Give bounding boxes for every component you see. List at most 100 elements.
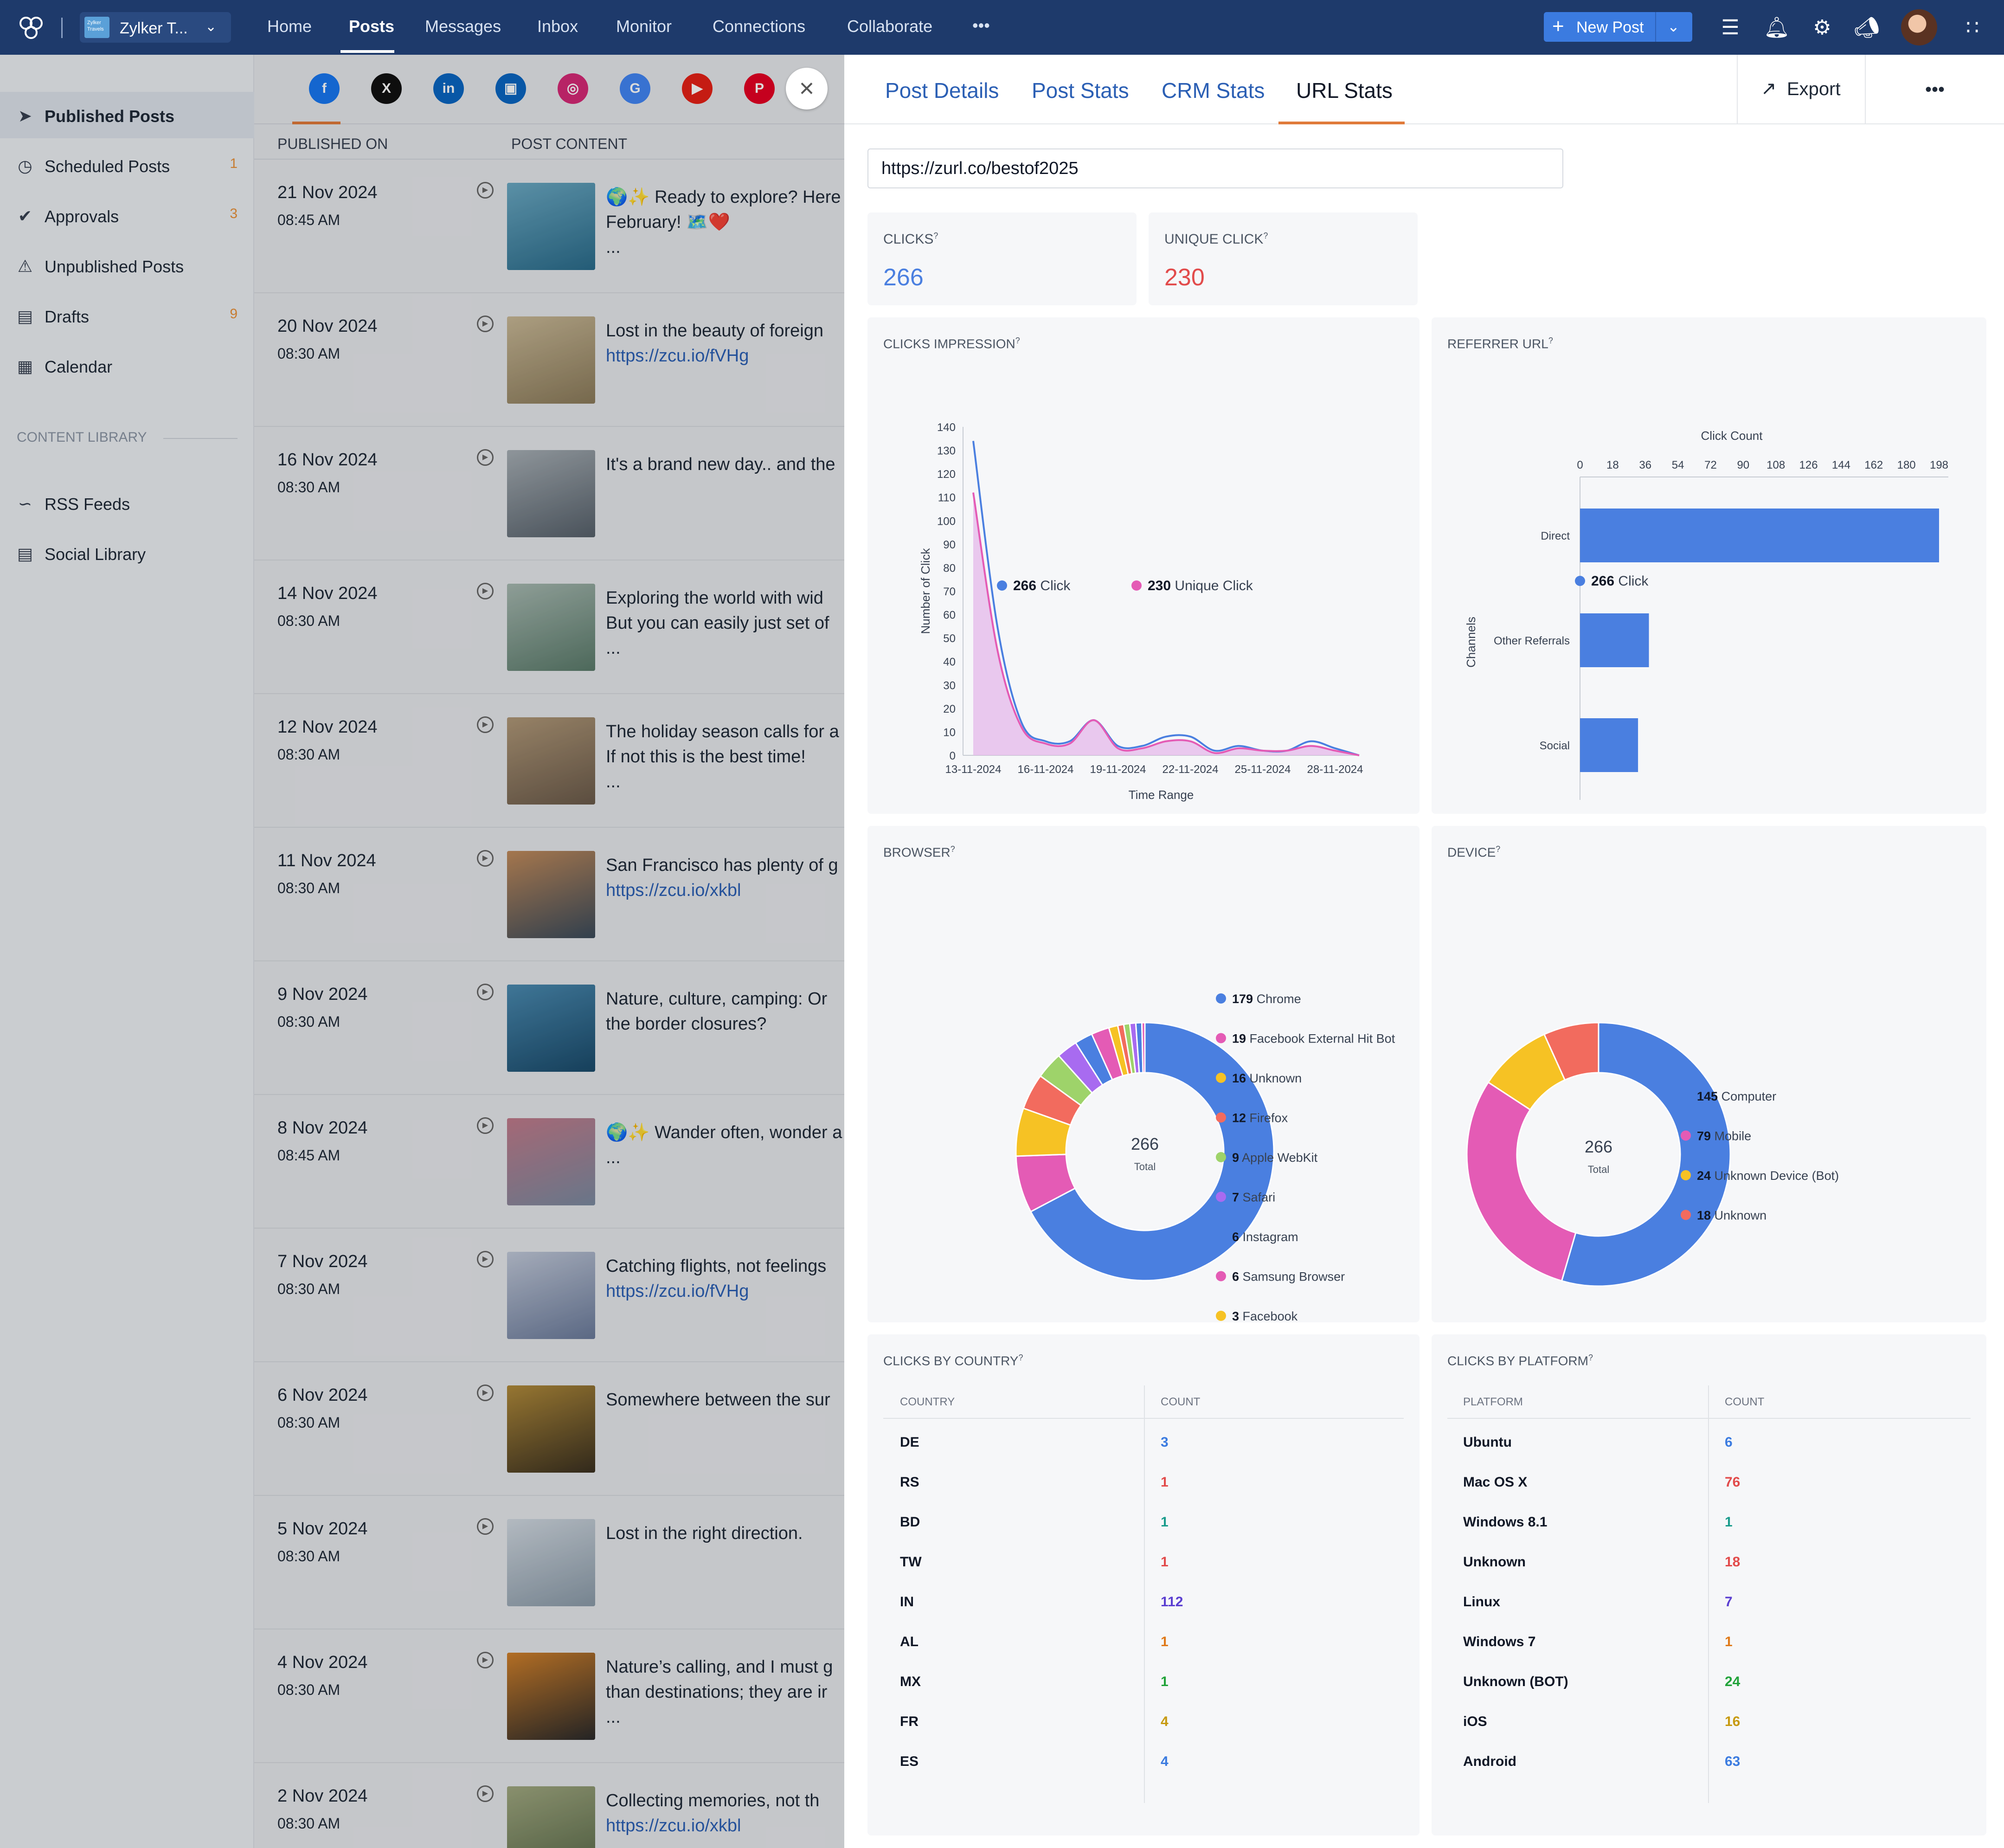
post-content[interactable]: Exploring the world with wid But you can … — [606, 586, 844, 669]
legend-entry[interactable]: 230 Unique Click — [1148, 578, 1253, 593]
menu-lines-icon[interactable]: ☰ — [1721, 16, 1740, 39]
post-thumbnail[interactable] — [507, 717, 595, 805]
post-thumbnail[interactable] — [507, 450, 595, 537]
chevron-down-icon[interactable]: ⌄ — [1667, 18, 1680, 35]
help-icon[interactable]: ? — [1588, 1353, 1593, 1362]
post-content[interactable]: Somewhere between the sur — [606, 1387, 844, 1471]
overlay-backdrop[interactable] — [0, 55, 844, 1848]
post-thumbnail[interactable] — [507, 584, 595, 671]
table-row[interactable]: 20 Nov 2024 08:30 AM ▶ Lost in the beauty o… — [254, 293, 844, 427]
table-row[interactable]: 6 Nov 2024 08:30 AM ▶ Somewhere between the… — [254, 1362, 844, 1496]
play-icon[interactable]: ▶ — [477, 850, 494, 867]
close-icon[interactable]: × — [786, 68, 828, 109]
play-icon[interactable]: ▶ — [477, 984, 494, 1000]
post-thumbnail[interactable] — [507, 851, 595, 938]
post-content[interactable]: Lost in the beauty of foreign https://zcu… — [606, 318, 844, 402]
play-icon[interactable]: ▶ — [477, 1785, 494, 1802]
post-content[interactable]: 🌍✨ Wander often, wonder a... — [606, 1120, 844, 1204]
play-icon[interactable]: ▶ — [477, 1117, 494, 1134]
pinterest-channel-icon[interactable]: P — [744, 73, 775, 104]
post-thumbnail[interactable] — [507, 183, 595, 270]
legend-entry[interactable]: 79 Mobile — [1697, 1129, 1751, 1143]
post-thumbnail[interactable] — [507, 1118, 595, 1205]
help-icon[interactable]: ? — [1018, 1353, 1023, 1362]
nav-posts[interactable]: Posts — [349, 17, 395, 36]
help-icon[interactable]: ? — [1496, 844, 1501, 854]
play-icon[interactable]: ▶ — [477, 1251, 494, 1268]
help-icon[interactable]: ? — [1263, 231, 1268, 240]
legend-entry[interactable]: 3 Facebook — [1232, 1309, 1298, 1322]
table-row[interactable]: 11 Nov 2024 08:30 AM ▶ San Francisco has pl… — [254, 828, 844, 961]
help-icon[interactable]: ? — [933, 231, 938, 240]
post-thumbnail[interactable] — [507, 316, 595, 404]
bell-icon[interactable]: 🔔︎ — [1764, 16, 1790, 39]
sidebar-item-scheduled-posts[interactable]: ◷ Scheduled Posts 1 — [0, 142, 254, 188]
legend-entry[interactable]: 12 Firefox — [1232, 1111, 1288, 1125]
post-link[interactable]: https://zcu.io/xkbl — [606, 881, 741, 900]
more-options-icon[interactable]: ••• — [1865, 55, 2004, 124]
avatar[interactable] — [1901, 9, 1937, 45]
youtube-channel-icon[interactable]: ▶ — [682, 73, 713, 104]
nav-inbox[interactable]: Inbox — [537, 17, 578, 36]
nav-connections[interactable]: Connections — [713, 17, 806, 36]
donut-slice[interactable] — [1561, 1022, 1731, 1287]
bar[interactable] — [1580, 613, 1649, 667]
legend-entry[interactable]: 9 Apple WebKit — [1232, 1151, 1318, 1165]
bar[interactable] — [1580, 718, 1638, 772]
legend-entry[interactable]: 266 Click — [1591, 573, 1649, 589]
sidebar-item-social-library[interactable]: ▤ Social Library — [0, 530, 254, 576]
post-content[interactable]: Nature, culture, camping: Or the border c… — [606, 986, 844, 1070]
nav-messages[interactable]: Messages — [425, 17, 501, 36]
play-icon[interactable]: ▶ — [477, 182, 494, 199]
donut-slice[interactable] — [1543, 1022, 1599, 1081]
linkedin-page-channel-icon[interactable]: ▣ — [495, 73, 526, 104]
sidebar-item-approvals[interactable]: ✔ Approvals 3 — [0, 192, 254, 238]
play-icon[interactable]: ▶ — [477, 1384, 494, 1401]
help-icon[interactable]: ? — [1015, 336, 1020, 345]
play-icon[interactable]: ▶ — [477, 1518, 494, 1535]
export-button[interactable]: ↗ Export — [1737, 55, 1865, 124]
play-icon[interactable]: ▶ — [477, 583, 494, 599]
post-thumbnail[interactable] — [507, 1786, 595, 1848]
tab-post-stats[interactable]: Post Stats — [1032, 78, 1129, 103]
post-content[interactable]: 🌍✨ Ready to explore? Here February! 🗺️❤️.… — [606, 185, 844, 268]
instagram-channel-icon[interactable]: ◎ — [558, 73, 588, 104]
table-row[interactable]: 14 Nov 2024 08:30 AM ▶ Exploring the world … — [254, 560, 844, 694]
post-thumbnail[interactable] — [507, 985, 595, 1072]
nav-collaborate[interactable]: Collaborate — [847, 17, 933, 36]
x-channel-icon[interactable]: X — [371, 73, 402, 104]
legend-entry[interactable]: 7 Safari — [1232, 1191, 1275, 1204]
tab-post-details[interactable]: Post Details — [885, 78, 999, 103]
play-icon[interactable]: ▶ — [477, 716, 494, 733]
app-grid-icon[interactable]: ∷ — [1966, 16, 1979, 39]
post-content[interactable]: Catching flights, not feelings https://zc… — [606, 1254, 844, 1337]
post-thumbnail[interactable] — [507, 1653, 595, 1740]
new-post-button[interactable]: + New Post ⌄ — [1544, 12, 1692, 42]
legend-entry[interactable]: 6 Instagram — [1232, 1230, 1298, 1244]
megaphone-icon[interactable]: 📣︎ — [1854, 16, 1880, 39]
sidebar-item-drafts[interactable]: ▤ Drafts 9 — [0, 292, 254, 339]
help-icon[interactable]: ? — [950, 844, 955, 854]
nav-monitor[interactable]: Monitor — [616, 17, 672, 36]
table-row[interactable]: 5 Nov 2024 08:30 AM ▶ Lost in the right dir… — [254, 1496, 844, 1629]
table-row[interactable]: 4 Nov 2024 08:30 AM ▶ Nature’s calling, and… — [254, 1629, 844, 1763]
table-row[interactable]: 8 Nov 2024 08:45 AM ▶ 🌍✨ Wander often, wond… — [254, 1095, 844, 1229]
table-row[interactable]: 12 Nov 2024 08:30 AM ▶ The holiday season c… — [254, 694, 844, 828]
legend-entry[interactable]: 145 Computer — [1697, 1089, 1776, 1103]
tab-url-stats[interactable]: URL Stats — [1296, 78, 1393, 103]
linkedin-channel-icon[interactable]: in — [433, 73, 464, 104]
post-content[interactable]: Collecting memories, not th https://zcu.i… — [606, 1788, 844, 1848]
legend-entry[interactable]: 24 Unknown Device (Bot) — [1697, 1169, 1839, 1183]
app-logo-icon[interactable] — [17, 14, 45, 41]
post-link[interactable]: https://zcu.io/xkbl — [606, 1816, 741, 1835]
nav-home[interactable]: Home — [267, 17, 312, 36]
post-link[interactable]: https://zcu.io/fVHg — [606, 346, 749, 366]
post-content[interactable]: Nature’s calling, and I must g than desti… — [606, 1655, 844, 1738]
post-thumbnail[interactable] — [507, 1252, 595, 1339]
facebook-channel-icon[interactable]: f — [309, 73, 340, 104]
legend-entry[interactable]: 266 Click — [1013, 578, 1071, 593]
short-url-field[interactable]: https://zurl.co/bestof2025 — [867, 148, 1563, 188]
sidebar-item-rss-feeds[interactable]: ∽ RSS Feeds — [0, 480, 254, 526]
donut-slice[interactable] — [1466, 1081, 1577, 1282]
sidebar-item-unpublished-posts[interactable]: ⚠ Unpublished Posts — [0, 242, 254, 289]
